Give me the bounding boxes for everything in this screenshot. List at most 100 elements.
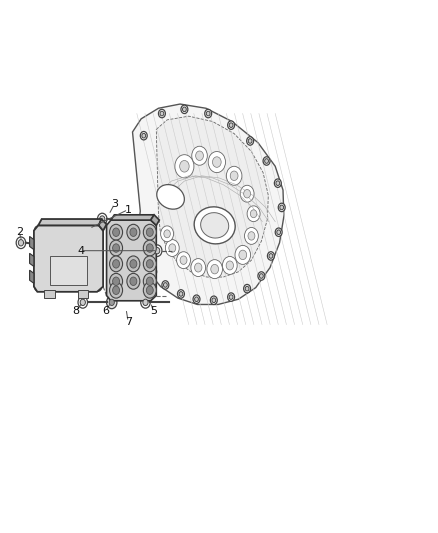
Ellipse shape (194, 207, 235, 244)
Circle shape (226, 261, 233, 270)
Circle shape (269, 254, 273, 259)
Circle shape (194, 297, 198, 302)
Polygon shape (30, 237, 34, 249)
Ellipse shape (157, 184, 184, 209)
Circle shape (169, 244, 176, 252)
Circle shape (248, 139, 252, 143)
Ellipse shape (201, 213, 229, 238)
Circle shape (177, 252, 191, 269)
Circle shape (99, 216, 105, 222)
Circle shape (113, 277, 120, 286)
Circle shape (210, 296, 217, 304)
Circle shape (18, 239, 24, 246)
Circle shape (175, 155, 194, 178)
Circle shape (263, 157, 270, 165)
Circle shape (265, 159, 268, 163)
Polygon shape (156, 116, 268, 277)
Circle shape (113, 244, 120, 252)
Circle shape (36, 228, 40, 233)
Circle shape (96, 228, 100, 233)
Polygon shape (30, 270, 34, 284)
Circle shape (146, 228, 153, 237)
Polygon shape (34, 225, 103, 292)
Circle shape (180, 256, 187, 264)
Circle shape (16, 237, 26, 248)
Circle shape (143, 299, 148, 305)
Circle shape (244, 285, 251, 293)
Circle shape (277, 230, 281, 235)
Circle shape (110, 240, 123, 256)
Circle shape (78, 296, 88, 308)
FancyBboxPatch shape (78, 290, 88, 297)
Text: 3: 3 (111, 199, 118, 209)
Circle shape (278, 203, 285, 212)
Circle shape (113, 260, 120, 268)
Circle shape (247, 137, 254, 145)
Circle shape (268, 252, 274, 260)
Circle shape (142, 133, 146, 138)
Circle shape (137, 233, 144, 241)
Polygon shape (133, 104, 284, 304)
Text: 8: 8 (72, 306, 79, 316)
Polygon shape (30, 253, 34, 266)
Circle shape (212, 298, 215, 303)
Circle shape (109, 299, 114, 305)
Circle shape (106, 296, 117, 309)
Circle shape (235, 245, 251, 264)
Circle shape (143, 256, 156, 272)
Circle shape (230, 171, 238, 181)
Polygon shape (151, 215, 159, 225)
Circle shape (150, 268, 157, 276)
Circle shape (146, 260, 153, 268)
Circle shape (193, 295, 200, 303)
Polygon shape (38, 219, 101, 225)
Circle shape (127, 256, 140, 272)
Circle shape (229, 123, 233, 127)
Circle shape (240, 185, 254, 202)
Circle shape (196, 151, 203, 160)
Circle shape (251, 210, 257, 217)
Circle shape (130, 260, 137, 268)
Circle shape (130, 277, 137, 286)
Circle shape (239, 250, 247, 260)
Circle shape (152, 245, 162, 256)
Circle shape (127, 273, 140, 289)
Circle shape (228, 121, 235, 130)
Circle shape (34, 282, 42, 292)
Circle shape (161, 226, 173, 241)
Text: 5: 5 (150, 306, 157, 316)
Circle shape (248, 232, 255, 240)
Text: 2: 2 (16, 227, 23, 237)
Circle shape (223, 256, 237, 274)
Circle shape (259, 273, 263, 278)
Circle shape (244, 228, 258, 244)
Circle shape (143, 224, 156, 240)
Circle shape (127, 224, 140, 240)
Circle shape (211, 264, 219, 274)
Text: 7: 7 (125, 317, 132, 327)
Circle shape (110, 224, 123, 240)
Circle shape (143, 273, 156, 289)
Circle shape (258, 272, 265, 280)
Circle shape (181, 105, 188, 114)
Circle shape (276, 181, 280, 185)
Circle shape (110, 282, 123, 298)
Circle shape (206, 111, 210, 116)
Circle shape (80, 299, 85, 305)
Circle shape (141, 252, 148, 260)
Circle shape (274, 179, 281, 188)
Circle shape (36, 284, 40, 289)
Circle shape (212, 157, 221, 167)
Circle shape (194, 263, 202, 272)
Circle shape (179, 292, 183, 296)
Circle shape (155, 247, 160, 254)
Circle shape (160, 111, 164, 116)
Polygon shape (111, 215, 154, 220)
Circle shape (162, 281, 169, 289)
FancyBboxPatch shape (50, 256, 87, 285)
Circle shape (146, 244, 153, 252)
Circle shape (275, 228, 282, 237)
Polygon shape (99, 219, 106, 231)
Circle shape (113, 228, 120, 237)
Circle shape (94, 282, 102, 292)
